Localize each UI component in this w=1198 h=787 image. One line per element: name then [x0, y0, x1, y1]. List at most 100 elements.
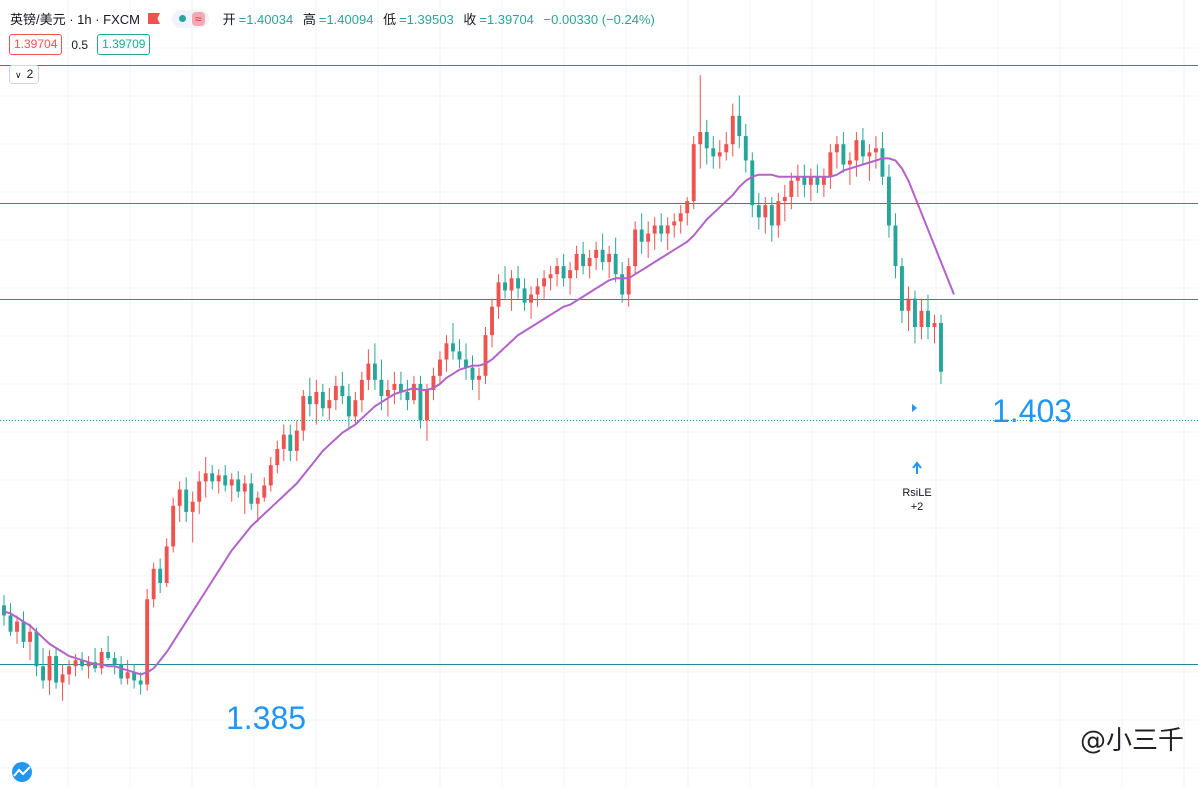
candle [132, 664, 137, 689]
candle [769, 197, 774, 242]
status-pill[interactable]: ≈ [172, 9, 209, 28]
low-value: =1.39503 [399, 12, 454, 27]
candle-body [431, 375, 436, 390]
candle-body [223, 475, 228, 486]
candle-body [652, 225, 657, 234]
signal-label: RsiLE [902, 487, 931, 499]
open-label: 开 [222, 12, 236, 27]
candle-body [913, 298, 917, 328]
candle [633, 221, 638, 275]
candle [535, 278, 540, 307]
candle [542, 270, 547, 299]
candle-body [926, 310, 930, 328]
candle-body [262, 485, 267, 498]
candle-body [190, 501, 195, 512]
candle-body [288, 434, 293, 451]
candle-body [314, 392, 319, 405]
candle [203, 457, 208, 498]
tradingview-logo-icon[interactable] [8, 762, 36, 782]
candle-body [685, 201, 690, 214]
symbol-title[interactable]: 英镑/美元 · 1h · FXCM [10, 12, 141, 27]
candle [197, 471, 202, 514]
candle-body [184, 489, 189, 512]
candle [119, 656, 124, 685]
candle-body [8, 615, 13, 632]
candle [340, 371, 345, 405]
candle [730, 103, 735, 157]
candle [860, 127, 865, 165]
candle-body [646, 233, 651, 242]
candle-body [782, 197, 787, 202]
candle-body [503, 282, 507, 291]
candle-body [34, 631, 39, 667]
candle [21, 611, 26, 648]
candle [54, 647, 59, 689]
candle-body [424, 390, 429, 421]
candle [717, 140, 722, 169]
candle [106, 635, 111, 661]
candle [678, 205, 683, 234]
candle [841, 132, 846, 173]
chevron-down-icon: ∨ [15, 70, 22, 80]
candle-body [464, 359, 468, 368]
candle-body [691, 144, 696, 202]
candle [802, 164, 807, 198]
candle-body [594, 249, 599, 258]
candle-body [54, 656, 59, 683]
candle [229, 473, 234, 502]
candle-body [763, 205, 768, 218]
indicator-toggle-button[interactable]: ∨ 2 [9, 65, 40, 84]
candle [776, 192, 781, 238]
candle-body [613, 253, 618, 275]
candle [353, 392, 358, 425]
buy-price-button[interactable]: 1.39709 [97, 34, 151, 55]
candle [268, 457, 273, 492]
candle [242, 475, 247, 514]
candle-body [21, 621, 26, 642]
candle-body [795, 176, 800, 181]
candle-body [626, 266, 631, 295]
candle [151, 562, 156, 608]
candle-body [587, 257, 592, 267]
candle-body [711, 148, 716, 157]
candle [444, 335, 449, 372]
candle-body [542, 278, 547, 287]
candle-body [821, 176, 826, 185]
candle-body [418, 383, 423, 421]
candle-body [717, 152, 722, 157]
candle-body [756, 205, 761, 218]
candle-body [470, 367, 475, 380]
candle-body [600, 249, 605, 263]
candle-body [678, 213, 683, 222]
candle [789, 172, 794, 210]
candle [906, 286, 911, 332]
candle-body [112, 658, 117, 665]
candle [2, 595, 6, 626]
flag-icon[interactable] [148, 13, 161, 24]
candle-body [847, 160, 852, 165]
candle-body [529, 294, 534, 303]
candle [138, 672, 143, 695]
close-label: 收 [463, 12, 477, 27]
candle-body [548, 274, 553, 279]
candle [704, 119, 709, 165]
candle [828, 144, 833, 189]
candle [574, 245, 579, 279]
candle [854, 132, 859, 177]
signal-up-arrow-icon [912, 461, 922, 474]
candle [561, 253, 566, 287]
candle [639, 213, 644, 254]
candle [60, 664, 65, 701]
candle [691, 136, 696, 210]
sell-price-button[interactable]: 1.39704 [9, 34, 63, 55]
candle-body [900, 266, 904, 311]
candle [327, 387, 332, 421]
candle-body [392, 383, 397, 390]
candle-body [411, 383, 416, 401]
candle [15, 615, 19, 644]
candle [47, 650, 52, 695]
candle [249, 473, 254, 510]
candle-body [86, 662, 91, 667]
candle [8, 603, 13, 636]
